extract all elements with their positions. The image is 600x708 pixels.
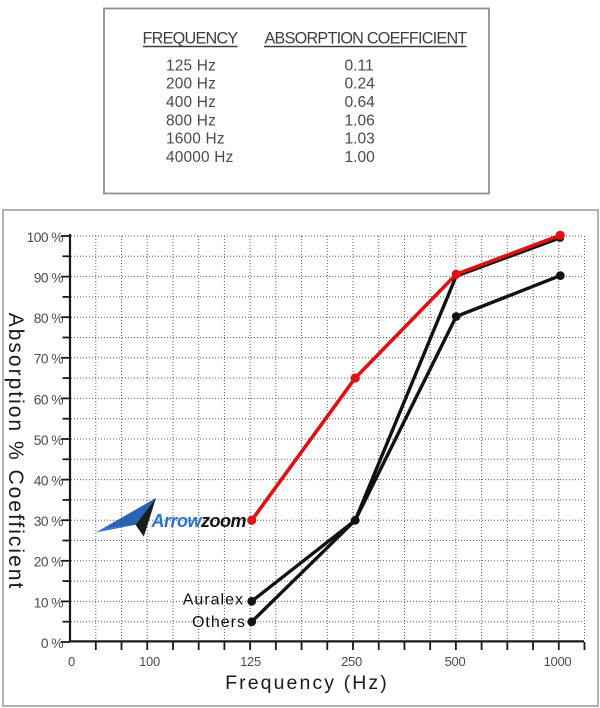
svg-text:500: 500 — [445, 654, 466, 669]
svg-text:0.24: 0.24 — [345, 76, 376, 93]
svg-text:1000: 1000 — [544, 654, 572, 669]
svg-text:100: 100 — [139, 654, 160, 669]
svg-text:Absorption % Coefficient: Absorption % Coefficient — [4, 313, 27, 591]
svg-text:40000 Hz: 40000 Hz — [166, 149, 233, 166]
svg-text:800 Hz: 800 Hz — [166, 112, 216, 129]
svg-text:70 %: 70 % — [34, 352, 64, 367]
svg-text:Frequency (Hz): Frequency (Hz) — [225, 672, 389, 694]
svg-text:250: 250 — [341, 654, 362, 669]
svg-text:0 %: 0 % — [41, 636, 63, 651]
svg-text:125: 125 — [240, 654, 261, 669]
svg-text:90 %: 90 % — [34, 270, 64, 285]
svg-text:60 %: 60 % — [34, 392, 64, 407]
svg-text:40 %: 40 % — [34, 473, 64, 488]
svg-text:Arrowzoom: Arrowzoom — [151, 511, 247, 531]
svg-text:Others: Others — [192, 614, 246, 631]
svg-text:200 Hz: 200 Hz — [166, 76, 216, 93]
svg-text:1.00: 1.00 — [345, 149, 376, 166]
svg-text:ABSORPTION COEFFICIENT: ABSORPTION COEFFICIENT — [264, 30, 467, 48]
svg-text:20 %: 20 % — [34, 555, 64, 570]
svg-text:0.64: 0.64 — [345, 94, 376, 111]
svg-text:1600 Hz: 1600 Hz — [166, 131, 225, 148]
svg-text:125 Hz: 125 Hz — [166, 57, 216, 74]
svg-text:FREQUENCY: FREQUENCY — [143, 30, 239, 48]
svg-text:0: 0 — [68, 654, 75, 669]
svg-text:1.06: 1.06 — [345, 112, 375, 129]
svg-text:400 Hz: 400 Hz — [166, 94, 216, 111]
svg-text:Auralex: Auralex — [183, 591, 244, 608]
svg-text:30 %: 30 % — [34, 514, 64, 529]
svg-text:50 %: 50 % — [34, 433, 64, 448]
svg-text:100 %: 100 % — [27, 230, 64, 245]
svg-text:80 %: 80 % — [34, 311, 64, 326]
svg-text:10 %: 10 % — [34, 595, 64, 610]
svg-text:0.11: 0.11 — [345, 57, 374, 74]
svg-text:1.03: 1.03 — [345, 131, 375, 148]
